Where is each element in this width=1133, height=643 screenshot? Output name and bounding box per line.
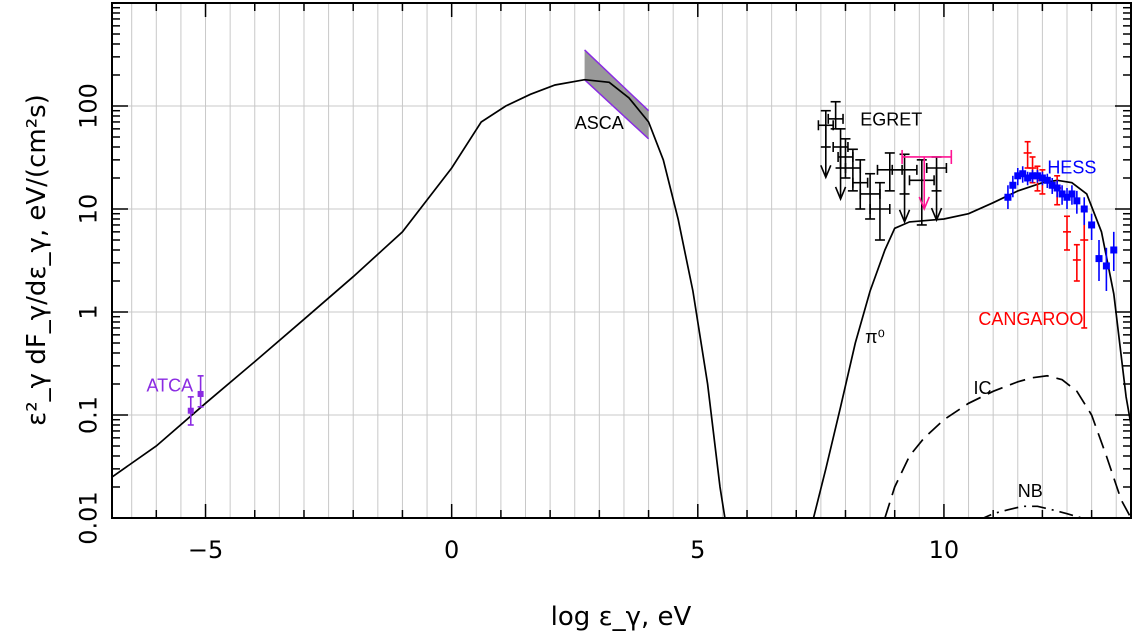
hess-point	[1088, 213, 1096, 241]
cangaroo-point	[1063, 215, 1072, 251]
hess-point	[1063, 187, 1071, 209]
series-line-ic	[884, 374, 1131, 518]
upper-limit-point-arrow	[918, 196, 930, 212]
hess-marker	[1004, 193, 1012, 201]
hess-marker	[1029, 172, 1037, 180]
atca-marker	[197, 390, 204, 397]
annotation-ic: IC	[973, 378, 991, 398]
egret-point	[852, 159, 869, 210]
hess-marker	[1088, 221, 1096, 229]
egret-point	[891, 153, 918, 224]
hess-point	[1019, 166, 1027, 183]
hess-marker	[1014, 172, 1022, 180]
atca-marker	[187, 407, 194, 414]
asca-band-lower-edge	[584, 79, 650, 140]
hess-point	[1014, 168, 1022, 186]
hess-marker	[1068, 190, 1076, 198]
annotation-: π⁰	[865, 327, 885, 347]
x-tick-label: 5	[690, 536, 705, 564]
hess-marker	[1110, 246, 1118, 254]
hess-marker	[1019, 170, 1027, 178]
hess-point	[1004, 185, 1012, 209]
egret-point-arrow	[898, 209, 911, 224]
hess-marker	[1073, 197, 1081, 205]
series-line-synchrotron	[112, 78, 726, 518]
y-tick-label: 0.1	[74, 396, 102, 434]
series-line-nb	[981, 505, 1084, 518]
x-tick-label: −5	[188, 536, 223, 564]
hess-marker	[1063, 193, 1071, 201]
hess-point	[1038, 171, 1046, 186]
hess-marker	[1053, 184, 1061, 192]
hess-point	[1068, 185, 1076, 205]
hess-marker	[1058, 190, 1066, 198]
y-tick-label: 1	[74, 304, 102, 319]
annotation-hess: HESS	[1047, 158, 1096, 178]
x-axis-title: log ε_γ, eV	[551, 602, 692, 632]
atca-point	[187, 396, 194, 426]
hess-point	[1033, 169, 1041, 183]
atca-point	[197, 375, 204, 408]
annotations: ATCA ASCA EGRET HESS CANGAROO π⁰ IC NB	[146, 109, 1096, 501]
hess-point	[1048, 177, 1056, 194]
hess-point	[1058, 185, 1066, 205]
hess-point	[1080, 197, 1088, 225]
axis-ticks: −5 0 5 10 0.01 0.1 1 10 100	[74, 3, 1131, 564]
hess-point	[1029, 169, 1037, 183]
hess-marker	[1102, 262, 1110, 270]
plot-area	[112, 49, 1131, 518]
annotation-asca: ASCA	[575, 113, 624, 133]
grid	[112, 3, 1131, 519]
hess-marker	[1024, 174, 1032, 182]
egret-point	[876, 152, 903, 192]
egret-point-arrow	[834, 186, 847, 202]
hess-marker	[1080, 205, 1088, 213]
cangaroo-point	[1072, 243, 1081, 282]
hess-point	[1102, 247, 1110, 291]
annotation-cangaroo: CANGAROO	[978, 309, 1083, 329]
hess-point	[1043, 173, 1051, 188]
x-tick-label: 0	[444, 536, 459, 564]
annotation-nb: NB	[1018, 481, 1043, 501]
egret-point-arrow	[820, 164, 832, 180]
asca-band	[584, 49, 649, 139]
hess-marker	[1033, 172, 1041, 180]
egret-point	[869, 181, 891, 241]
hess-point	[1095, 240, 1103, 281]
asca-band-upper-edge	[584, 49, 650, 112]
cangaroo-point	[1023, 140, 1032, 169]
hess-point	[1110, 231, 1118, 272]
y-tick-label: 100	[74, 83, 102, 129]
hess-marker	[1043, 176, 1051, 184]
hess-point	[1009, 175, 1017, 198]
hess-marker	[1038, 174, 1046, 182]
hess-point	[1024, 171, 1032, 186]
egret-point-arrow	[930, 207, 943, 223]
hess-marker	[1095, 255, 1103, 263]
hess-marker	[1009, 181, 1017, 189]
upper-limit-point	[901, 149, 953, 212]
y-axis-title: ε²_γ dF_γ/dε_γ, eV/(cm²s)	[22, 94, 52, 426]
egret-point	[908, 159, 935, 226]
x-tick-label: 10	[929, 536, 960, 564]
plot-frame	[111, 2, 1132, 519]
hess-marker	[1048, 181, 1056, 189]
annotation-egret: EGRET	[860, 109, 922, 129]
y-tick-label: 10	[74, 194, 102, 225]
hess-point	[1053, 180, 1061, 198]
annotation-atca: ATCA	[146, 375, 193, 395]
y-tick-label: 0.01	[74, 491, 102, 544]
series-line-pi0	[812, 179, 1131, 518]
hess-point	[1073, 190, 1081, 214]
